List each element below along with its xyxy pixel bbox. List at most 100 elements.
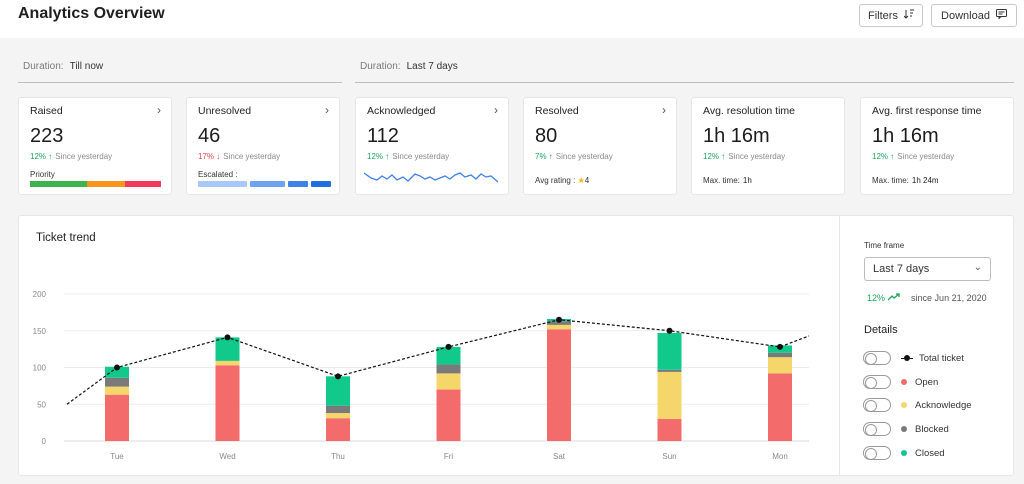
legend-label: Acknowledge <box>915 399 972 411</box>
time-frame-label: Time frame <box>864 241 905 250</box>
duration-value: Till now <box>69 61 104 72</box>
card-title: Resolved <box>535 105 579 117</box>
card-avg-first-response-time: Avg. first response time 1h 16m 12% ↑ Sin… <box>860 97 1014 195</box>
card-delta: 17% ↓ Since yesterday <box>198 152 280 161</box>
card-acknowledged[interactable]: Acknowledged › 112 12% ↑ Since yesterday <box>355 97 509 195</box>
avg-rating: Avg rating : ★4 <box>535 176 589 185</box>
chevron-right-icon[interactable]: › <box>157 103 161 117</box>
dot-icon <box>901 379 907 385</box>
delta-since: Since yesterday <box>728 152 786 161</box>
bar-segment-acknowledge <box>768 357 792 374</box>
bar-segment-closed <box>326 376 350 406</box>
delta-since: Since yesterday <box>555 152 613 161</box>
card-raised[interactable]: Raised › 223 12% ↑ Since yesterday Priori… <box>18 97 172 195</box>
priority-medium-segment <box>87 181 125 187</box>
filters-button[interactable]: Filters <box>859 4 923 27</box>
ticket-trend-panel: Ticket trend 0 50 100 150 200 Tue Wed Thu Fri Sat… <box>18 215 1014 476</box>
chevron-right-icon[interactable]: › <box>494 103 498 117</box>
delta-since: Since yesterday <box>392 152 450 161</box>
bar-segment-open <box>547 329 571 441</box>
filters-button-label: Filters <box>868 9 898 22</box>
max-time-value: 1h <box>742 176 752 185</box>
total-ticket-point <box>224 334 231 341</box>
download-button[interactable]: Download <box>931 4 1017 27</box>
bar-segment-blocked <box>436 364 461 374</box>
line-dot-icon <box>901 355 913 361</box>
delta-percent: 12% <box>703 152 720 161</box>
x-tick-label: Wed <box>219 452 235 461</box>
bar-segment-closed <box>215 337 240 361</box>
x-tick-label: Sun <box>662 452 676 461</box>
y-tick-label: 50 <box>37 400 46 409</box>
escalated-segment <box>288 181 308 187</box>
card-value: 1h 16m <box>703 125 770 147</box>
total-ticket-point <box>777 343 783 350</box>
bar-segment-blocked <box>657 369 682 372</box>
card-unresolved[interactable]: Unresolved › 46 17% ↓ Since yesterday Esc… <box>186 97 340 195</box>
total-ticket-point <box>445 343 452 350</box>
card-title: Raised <box>30 105 63 117</box>
bar-segment-open <box>768 373 792 441</box>
ticket-trend-title: Ticket trend <box>36 232 96 244</box>
chevron-right-icon[interactable]: › <box>325 103 329 117</box>
total-ticket-toggle[interactable] <box>863 351 891 365</box>
bar-segment-closed <box>657 332 682 370</box>
y-tick-label: 150 <box>33 327 47 336</box>
y-tick-label: 0 <box>42 437 47 446</box>
dot-icon <box>901 402 907 408</box>
bar-segment-acknowledge <box>547 324 571 330</box>
bar-segment-acknowledge <box>215 360 240 366</box>
trend-up-icon <box>887 293 900 303</box>
delta-percent: 17% <box>198 152 215 161</box>
legend-closed: Closed <box>863 446 945 460</box>
card-value: 112 <box>367 125 399 147</box>
acknowledge-toggle[interactable] <box>863 398 891 412</box>
delta-percent: 7% <box>535 152 547 161</box>
time-frame-select[interactable]: Last 7 days ⌄ <box>864 257 991 281</box>
card-resolved[interactable]: Resolved › 80 7% ↑ Since yesterday Avg ra… <box>523 97 677 195</box>
delta-percent: 12% <box>367 152 384 161</box>
max-time-value: 1h 24m <box>911 176 939 185</box>
time-frame-value: Last 7 days <box>873 263 930 275</box>
bar-segment-open <box>326 418 350 441</box>
legend-label: Open <box>915 376 939 388</box>
ticket-trend-sidebar: Time frame Last 7 days ⌄ 12% since Jun 2… <box>839 216 1015 475</box>
y-tick-label: 200 <box>33 290 47 299</box>
max-time: Max. time: 1h 24m <box>872 176 939 185</box>
dot-icon <box>901 450 907 456</box>
card-delta: 12% ↑ Since yesterday <box>367 152 449 161</box>
card-value: 80 <box>535 125 558 147</box>
x-tick-label: Fri <box>444 452 454 461</box>
delta-percent: 12% <box>872 152 889 161</box>
chevron-down-icon: ⌄ <box>973 262 982 273</box>
message-icon <box>995 9 1007 22</box>
card-title: Avg. first response time <box>872 105 982 117</box>
bar-segment-closed <box>436 346 461 365</box>
page-title: Analytics Overview <box>18 5 165 22</box>
x-tick-label: Thu <box>331 452 345 461</box>
delta-since: Since yesterday <box>897 152 955 161</box>
card-delta: 7% ↑ Since yesterday <box>535 152 613 161</box>
open-toggle[interactable] <box>863 375 891 389</box>
max-time-label: Max. time: <box>872 176 909 185</box>
avg-rating-value: 4 <box>584 176 590 185</box>
card-title: Avg. resolution time <box>703 105 796 117</box>
bar-segment-blocked <box>326 405 350 414</box>
blocked-toggle[interactable] <box>863 422 891 436</box>
legend-label: Blocked <box>915 423 949 435</box>
closed-toggle[interactable] <box>863 446 891 460</box>
details-title: Details <box>864 324 898 336</box>
priority-bar <box>30 181 161 187</box>
card-delta: 12% ↑ Since yesterday <box>703 152 785 161</box>
delta-percent: 12% <box>867 293 886 303</box>
legend-label: Closed <box>915 447 945 459</box>
priority-low-segment <box>30 181 87 187</box>
chevron-right-icon[interactable]: › <box>662 103 666 117</box>
acknowledged-sparkline <box>364 172 499 183</box>
card-value: 1h 16m <box>872 125 939 147</box>
bar-segment-blocked <box>547 321 571 325</box>
bar-segment-open <box>105 394 129 441</box>
legend-open: Open <box>863 375 938 389</box>
arrow-up-icon: ↑ <box>888 152 895 161</box>
top-bar: Analytics Overview Filters Download <box>0 0 1024 38</box>
